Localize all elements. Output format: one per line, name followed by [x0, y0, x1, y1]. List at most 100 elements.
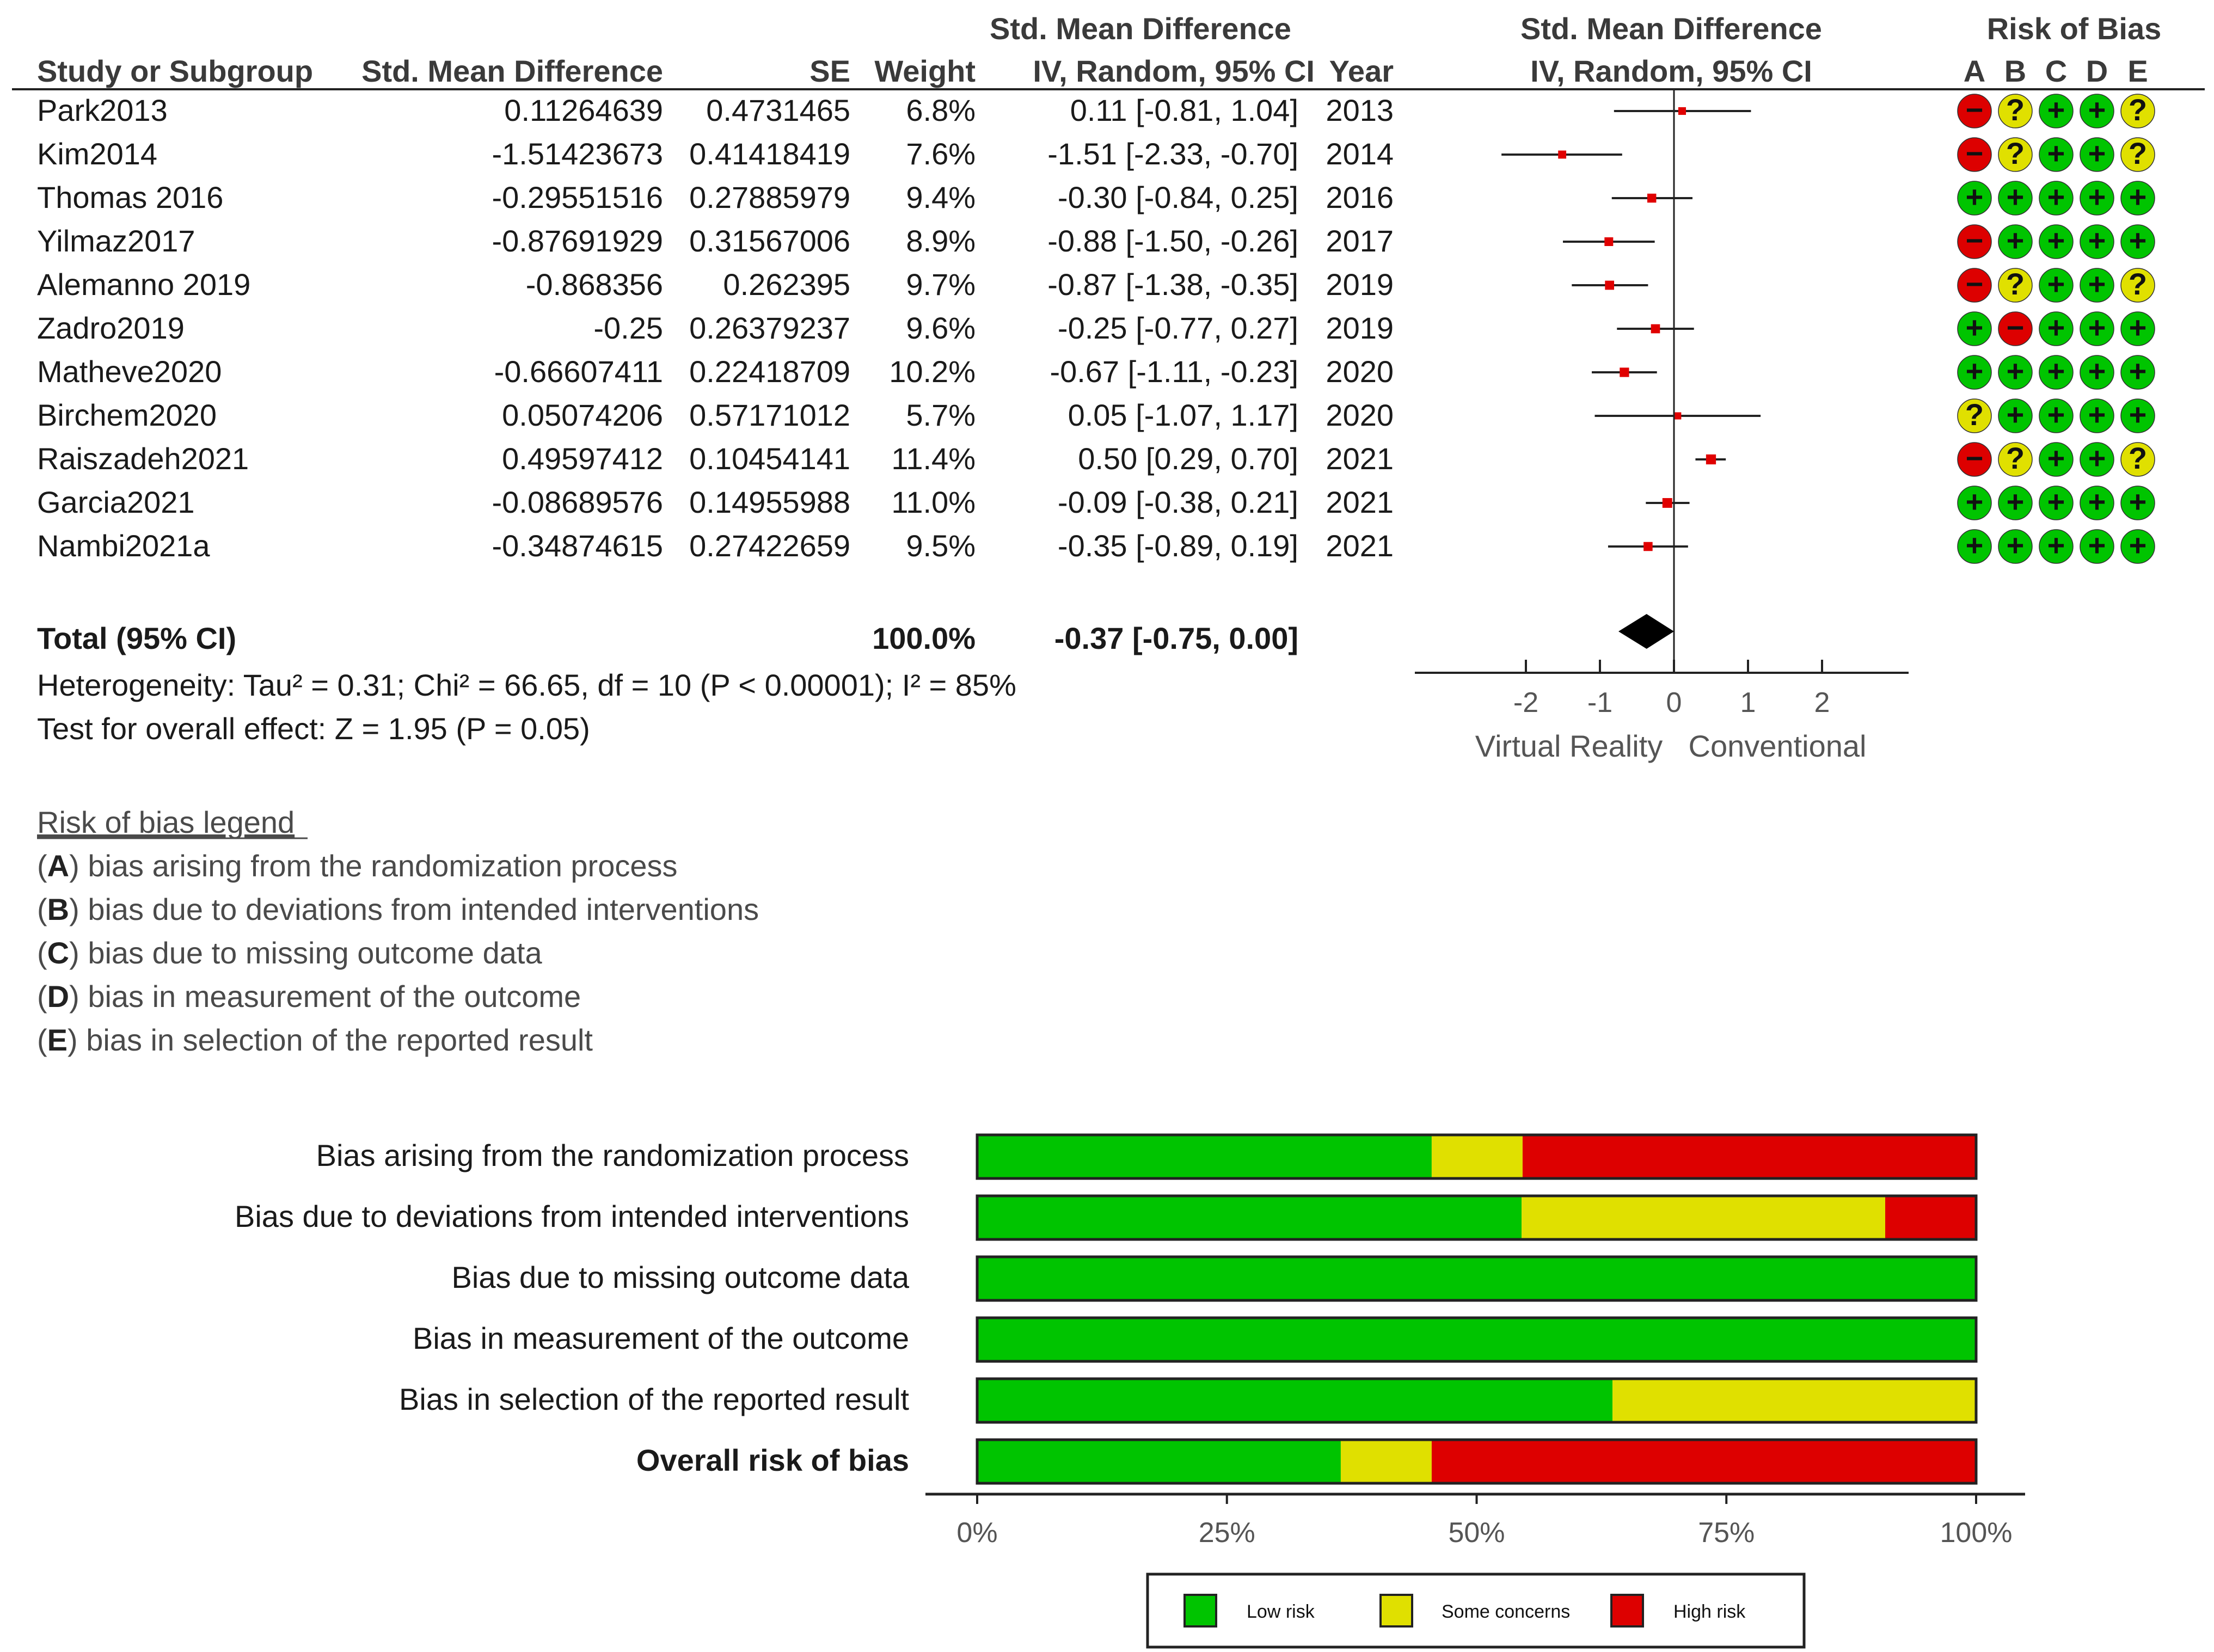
table-row: Garcia2021 -0.08689576 0.14955988 11.0% -0.0… [37, 484, 2155, 520]
point-estimate [1674, 412, 1682, 420]
table-row: Yilmaz2017 -0.87691929 0.31567006 8.9% -0.88… [37, 223, 2155, 259]
study-name: Alemanno 2019 [37, 267, 250, 302]
rob-symbol: + [2047, 223, 2065, 257]
study-weight: 11.4% [891, 441, 976, 476]
table-row: Matheve2020 -0.66607411 0.22418709 10.2% -0.… [37, 354, 2155, 390]
rob-circle-some [2120, 94, 2155, 128]
rob-circle-low [1957, 486, 1992, 520]
rob-circle-low [2120, 529, 2155, 564]
rob-symbol: + [2047, 484, 2065, 519]
rob-circle-high [1957, 94, 1992, 128]
rob-symbol: + [2007, 397, 2025, 432]
rob-circle-some [1957, 398, 1992, 433]
rob-circle-high [1957, 137, 1992, 172]
rob-legend-text: bias arising from the randomization proc… [79, 849, 678, 883]
rob-legend-text: bias due to deviations from intended int… [79, 892, 759, 926]
study-year: 2019 [1326, 267, 1394, 302]
x-tick-label: 2 [1814, 687, 1830, 718]
rob-legend: Risk of bias legend (A) bias arising fro… [37, 805, 759, 1057]
rob-circle-some [1998, 94, 2033, 128]
rob-circle-low [2120, 486, 2155, 520]
rob-circle-some [1998, 137, 2033, 172]
summary-x-tick-label: 100% [1940, 1517, 2013, 1549]
rob-legend-key: C [47, 936, 69, 970]
header-smd: Std. Mean Difference [361, 54, 663, 88]
rob-circle-low [2039, 224, 2074, 259]
point-estimate [1647, 193, 1657, 203]
table-row: Kim2014 -1.51423673 0.41418419 7.6% -1.51 [-… [37, 136, 2155, 172]
heterogeneity-text: Heterogeneity: Tau² = 0.31; Chi² = 66.65… [37, 668, 1016, 702]
bar-outline [976, 1316, 1978, 1363]
rob-circle-low [2120, 181, 2155, 216]
bar-segment-some-concerns [1522, 1196, 1886, 1239]
rob-circle-high [1957, 224, 1992, 259]
rob-legend-text: bias due to missing outcome data [79, 936, 543, 970]
study-smd: -0.66607411 [494, 354, 663, 389]
bar-segment-high-risk [1522, 1135, 1977, 1178]
point-estimate [1662, 498, 1672, 508]
study-ci: -0.09 [-0.38, 0.21] [1058, 485, 1298, 519]
study-se: 0.27885979 [689, 180, 850, 214]
rob-symbol: + [2129, 397, 2147, 432]
domain-label: Bias in selection of the reported result [399, 1382, 909, 1416]
pooled-diamond [1618, 614, 1674, 649]
rob-circle-low [1998, 529, 2033, 564]
bar-segment-some-concerns [1431, 1135, 1523, 1178]
study-ci: -1.51 [-2.33, -0.70] [1047, 137, 1298, 171]
study-weight: 5.7% [906, 398, 976, 432]
point-estimate [1620, 367, 1629, 377]
bar-outline [976, 1255, 1978, 1302]
study-smd: 0.49597412 [502, 441, 663, 476]
rob-circle-low [2039, 94, 2074, 128]
point-estimate [1651, 324, 1660, 334]
domain-label: Overall risk of bias [636, 1443, 909, 1477]
rob-circle-low [2080, 442, 2114, 477]
header-weight: Weight [874, 54, 976, 88]
total-row: Total (95% CI) 100.0% -0.37 [-0.75, 0.00… [37, 621, 1298, 655]
legend-label-low: Low risk [1247, 1601, 1315, 1622]
study-name: Yilmaz2017 [37, 224, 195, 258]
study-se: 0.31567006 [689, 224, 850, 258]
rob-circle-low [2080, 268, 2114, 303]
summary-x-tick-label: 50% [1448, 1517, 1505, 1549]
table-row: Zadro2019 -0.25 0.26379237 9.6% -0.25 [-0.77… [37, 310, 2155, 346]
study-name: Garcia2021 [37, 485, 195, 519]
table-row: Thomas 2016 -0.29551516 0.27885979 9.4% -0.3… [37, 180, 2155, 216]
study-ci: 0.50 [0.29, 0.70] [1078, 441, 1298, 476]
favours-right: Conventional [1689, 729, 1867, 763]
study-rows: Park2013 0.11264639 0.4731465 6.8% 0.11 [-0.… [37, 93, 2155, 564]
bar-segment-some-concerns [1612, 1379, 1976, 1422]
rob-letter-c: C [2045, 54, 2067, 88]
rob-circle-low [2039, 486, 2074, 520]
rob-circle-low [2039, 529, 2074, 564]
rob-legend-item: (C) bias due to missing outcome data [37, 936, 542, 970]
rob-circle-some [1998, 442, 2033, 477]
study-name: Zadro2019 [37, 311, 185, 345]
rob-circle-high [1957, 268, 1992, 303]
rob-circle-low [1957, 311, 1992, 346]
rob-circle-some [2120, 137, 2155, 172]
study-name: Kim2014 [37, 137, 157, 171]
bar-outline [976, 1438, 1978, 1485]
bar-segment-high-risk [1431, 1440, 1976, 1483]
bar-outline [976, 1377, 1978, 1424]
bar-segment-low-risk [977, 1135, 1432, 1178]
rob-circle-low [2080, 311, 2114, 346]
rob-circle-some [1998, 268, 2033, 303]
legend-label-high: High risk [1673, 1601, 1746, 1622]
study-ci: -0.35 [-0.89, 0.19] [1058, 529, 1298, 563]
summary-legend: Low risk Some concerns High risk [1146, 1573, 1806, 1649]
rob-circle-some [2120, 442, 2155, 477]
x-tick-label: 0 [1666, 687, 1682, 718]
rob-symbol: + [2007, 354, 2025, 388]
rob-legend-title: Risk of bias legend [37, 805, 295, 839]
study-name: Thomas 2016 [37, 180, 223, 214]
rob-circle-low [1998, 398, 2033, 433]
rob-symbol: + [2088, 223, 2106, 257]
rob-symbol: + [2129, 354, 2147, 388]
rob-symbol: − [1966, 267, 1984, 301]
rob-symbol: − [2007, 310, 2025, 345]
rob-legend-items: (A) bias arising from the randomization … [37, 849, 759, 1057]
